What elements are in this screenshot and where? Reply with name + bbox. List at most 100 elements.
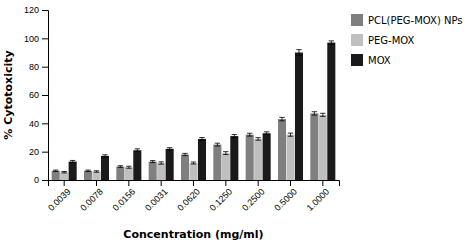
error-bar (135, 149, 140, 152)
tick-label: 80 (29, 62, 39, 72)
tick: 0.0156 (111, 180, 138, 213)
error-bar (215, 143, 220, 146)
bar (246, 135, 254, 180)
tick-label: 1.0000 (305, 186, 332, 213)
legend-item: PEG-MOX (351, 34, 415, 46)
bar (263, 133, 271, 180)
error-bar (61, 172, 66, 173)
bar (295, 53, 303, 181)
tick-mark (42, 180, 48, 181)
error-bar (264, 132, 269, 135)
tick-mark (225, 180, 226, 186)
tick-label: 100 (24, 34, 39, 44)
error-bar (255, 138, 260, 141)
tick-mark (42, 152, 48, 153)
error-bar (312, 112, 317, 115)
error-bar (279, 117, 284, 120)
error-bar (150, 161, 155, 163)
error-bar (70, 160, 75, 162)
error-bar (191, 162, 196, 164)
legend: PCL(PEG-MOX) NPs PEG-MOX MOX (351, 14, 463, 66)
axis-line (42, 11, 49, 181)
error-bar (232, 135, 237, 138)
tick-mark (193, 180, 194, 186)
legend-item: PCL(PEG-MOX) NPs (351, 14, 463, 26)
tick: 1.0000 (305, 180, 332, 213)
tick-label: 0.1250 (208, 186, 235, 213)
tick: 0.0620 (175, 180, 202, 213)
bar (327, 43, 335, 180)
tick: 20 (29, 147, 48, 157)
bar (181, 155, 189, 181)
error-bar (158, 162, 163, 164)
tick-mark (64, 180, 65, 186)
error-bar (102, 155, 107, 157)
tick-label: 60 (29, 90, 39, 100)
y-axis-title: % Cytotoxicity (2, 50, 15, 139)
bar (84, 171, 92, 180)
tick-mark (42, 10, 48, 11)
tick: 0.2500 (240, 180, 267, 213)
bar (116, 167, 124, 180)
bar (149, 162, 157, 180)
series (69, 41, 336, 180)
x-axis: 0.00390.00780.01560.00310.06200.12500.25… (46, 180, 339, 213)
bar (157, 163, 165, 180)
tick: 80 (29, 62, 48, 72)
error-bar (288, 133, 293, 136)
error-bar (247, 133, 252, 136)
tick-label: 0.2500 (240, 186, 267, 213)
tick-label: 0.0156 (111, 186, 138, 213)
error-bar (223, 152, 228, 155)
bar (222, 153, 230, 180)
tick-mark (42, 67, 48, 68)
marks (52, 41, 336, 180)
series (60, 113, 327, 180)
tick-mark (96, 180, 97, 186)
axis-line (49, 181, 340, 187)
tick-mark (42, 95, 48, 96)
tick-mark (322, 180, 323, 186)
y-axis: 020406080100120 (24, 5, 49, 185)
bar (310, 113, 318, 180)
legend-swatch (351, 34, 363, 46)
error-bar (182, 153, 187, 155)
tick-mark (290, 180, 291, 186)
error-bar (320, 113, 325, 116)
tick-label: 0.0039 (46, 186, 73, 213)
error-bar (53, 170, 58, 171)
bar (92, 172, 100, 181)
bar (133, 150, 141, 180)
legend-label: PCL(PEG-MOX) NPs (368, 15, 463, 26)
bar (101, 156, 109, 180)
tick-label: 0.0620 (175, 186, 202, 213)
tick-mark (42, 38, 48, 39)
x-axis-title: Concentration (mg/ml) (123, 228, 263, 241)
bar (213, 145, 221, 180)
error-bars (53, 112, 317, 172)
bar (166, 149, 174, 180)
tick: 60 (29, 90, 48, 100)
chart: 0204060801001200.00390.00780.01560.00310… (0, 0, 474, 244)
error-bar (126, 166, 131, 168)
tick: 0.5000 (272, 180, 299, 213)
tick: 40 (29, 119, 48, 129)
tick-label: 120 (24, 5, 39, 15)
legend-label: PEG-MOX (368, 35, 415, 46)
legend-item: MOX (351, 54, 391, 66)
error-bar (296, 50, 301, 56)
tick-mark (42, 123, 48, 124)
bar (278, 119, 286, 180)
error-bar (94, 171, 99, 172)
legend-swatch (351, 54, 363, 66)
error-bars (70, 41, 334, 163)
error-bar (167, 148, 172, 150)
tick-label: 0.0078 (78, 186, 105, 213)
legend-label: MOX (368, 55, 391, 66)
tick: 0.0078 (78, 180, 105, 213)
error-bar (329, 41, 334, 44)
series (52, 112, 319, 180)
tick-mark (258, 180, 259, 186)
bar (125, 167, 133, 180)
bar (230, 136, 238, 180)
